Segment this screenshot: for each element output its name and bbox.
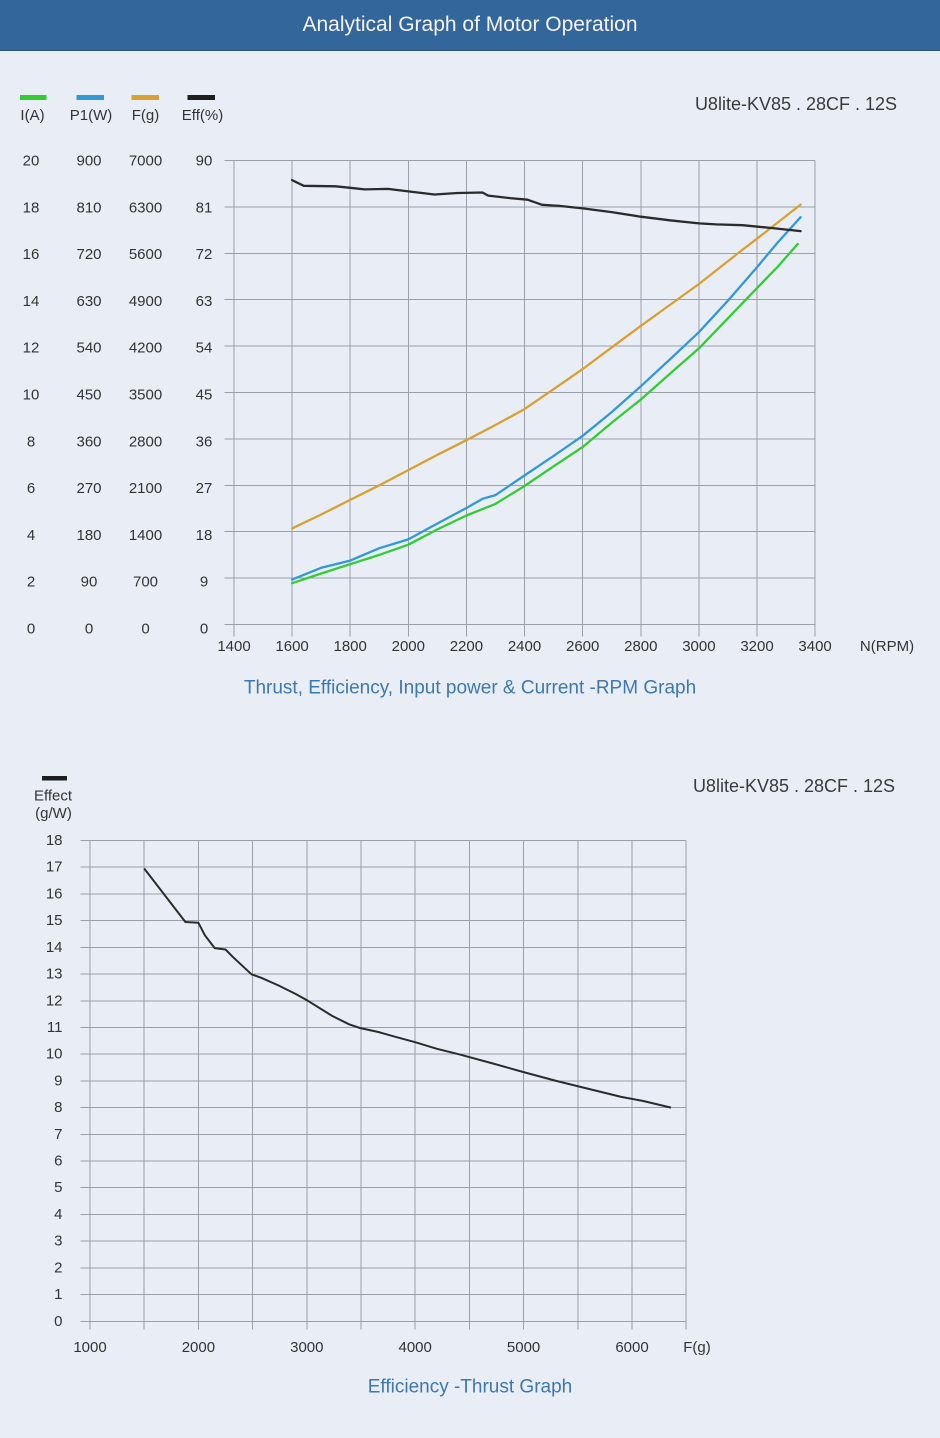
svg-text:1400: 1400 bbox=[129, 527, 162, 544]
svg-text:7: 7 bbox=[54, 1126, 62, 1143]
svg-text:450: 450 bbox=[76, 387, 101, 404]
svg-text:U8lite-KV85 . 28CF . 12S: U8lite-KV85 . 28CF . 12S bbox=[695, 94, 897, 114]
svg-text:P1(W): P1(W) bbox=[70, 107, 113, 124]
svg-text:45: 45 bbox=[196, 387, 213, 404]
svg-text:270: 270 bbox=[76, 480, 101, 497]
svg-text:27: 27 bbox=[196, 480, 213, 497]
svg-text:180: 180 bbox=[76, 527, 101, 544]
svg-text:8: 8 bbox=[54, 1099, 62, 1116]
svg-text:2400: 2400 bbox=[508, 638, 541, 655]
svg-text:2200: 2200 bbox=[450, 638, 483, 655]
svg-text:2600: 2600 bbox=[566, 638, 599, 655]
svg-text:1600: 1600 bbox=[275, 638, 308, 655]
svg-text:0: 0 bbox=[85, 621, 93, 638]
svg-text:F(g): F(g) bbox=[132, 107, 160, 124]
svg-text:2800: 2800 bbox=[624, 638, 657, 655]
svg-text:1000: 1000 bbox=[73, 1339, 106, 1356]
svg-text:3000: 3000 bbox=[290, 1339, 323, 1356]
svg-text:54: 54 bbox=[196, 340, 213, 357]
svg-text:360: 360 bbox=[76, 433, 101, 450]
svg-text:5: 5 bbox=[54, 1179, 62, 1196]
svg-text:0: 0 bbox=[200, 621, 208, 638]
svg-text:540: 540 bbox=[76, 340, 101, 357]
svg-text:2000: 2000 bbox=[182, 1339, 215, 1356]
svg-text:1: 1 bbox=[54, 1286, 62, 1303]
svg-text:10: 10 bbox=[46, 1046, 63, 1063]
svg-text:63: 63 bbox=[196, 293, 213, 310]
svg-text:4900: 4900 bbox=[129, 293, 162, 310]
svg-text:Efficiency -Thrust Graph: Efficiency -Thrust Graph bbox=[368, 1377, 573, 1398]
svg-text:3400: 3400 bbox=[798, 638, 831, 655]
svg-text:6: 6 bbox=[54, 1153, 62, 1170]
svg-text:90: 90 bbox=[81, 574, 98, 591]
svg-text:2: 2 bbox=[54, 1259, 62, 1276]
svg-text:16: 16 bbox=[46, 885, 63, 902]
svg-text:7000: 7000 bbox=[129, 153, 162, 170]
svg-text:17: 17 bbox=[46, 859, 63, 876]
svg-text:12: 12 bbox=[23, 340, 40, 357]
svg-text:720: 720 bbox=[76, 246, 101, 263]
svg-text:18: 18 bbox=[46, 832, 63, 849]
svg-text:14: 14 bbox=[46, 939, 63, 956]
svg-text:0: 0 bbox=[54, 1313, 62, 1330]
svg-text:10: 10 bbox=[23, 387, 40, 404]
svg-text:700: 700 bbox=[133, 574, 158, 591]
svg-text:11: 11 bbox=[47, 1019, 63, 1036]
svg-text:630: 630 bbox=[76, 293, 101, 310]
svg-text:9: 9 bbox=[200, 574, 208, 591]
svg-text:I(A): I(A) bbox=[20, 107, 44, 124]
svg-text:U8lite-KV85 . 28CF . 12S: U8lite-KV85 . 28CF . 12S bbox=[693, 776, 895, 796]
svg-text:90: 90 bbox=[196, 153, 213, 170]
svg-text:0: 0 bbox=[141, 621, 149, 638]
svg-text:Eff(%): Eff(%) bbox=[182, 107, 223, 124]
svg-text:4: 4 bbox=[27, 527, 35, 544]
svg-text:(g/W): (g/W) bbox=[35, 805, 72, 822]
svg-text:810: 810 bbox=[76, 199, 101, 216]
svg-text:2800: 2800 bbox=[129, 433, 162, 450]
svg-text:5600: 5600 bbox=[129, 246, 162, 263]
svg-text:14: 14 bbox=[23, 293, 40, 310]
svg-text:9: 9 bbox=[54, 1072, 62, 1089]
svg-text:5000: 5000 bbox=[507, 1339, 540, 1356]
svg-text:6000: 6000 bbox=[615, 1339, 648, 1356]
svg-text:18: 18 bbox=[196, 527, 213, 544]
svg-text:16: 16 bbox=[23, 246, 40, 263]
svg-text:4: 4 bbox=[54, 1206, 62, 1223]
svg-text:1400: 1400 bbox=[217, 638, 250, 655]
svg-text:F(g): F(g) bbox=[683, 1339, 711, 1356]
svg-text:Effect: Effect bbox=[34, 788, 73, 805]
svg-text:2100: 2100 bbox=[129, 480, 162, 497]
svg-text:8: 8 bbox=[27, 433, 35, 450]
svg-text:4200: 4200 bbox=[129, 340, 162, 357]
svg-text:3000: 3000 bbox=[682, 638, 715, 655]
svg-text:900: 900 bbox=[76, 153, 101, 170]
svg-text:36: 36 bbox=[196, 433, 213, 450]
svg-text:15: 15 bbox=[46, 912, 63, 929]
svg-text:18: 18 bbox=[23, 199, 40, 216]
svg-text:Thrust, Efficiency, Input powe: Thrust, Efficiency, Input power & Curren… bbox=[244, 678, 696, 699]
svg-text:0: 0 bbox=[27, 621, 35, 638]
svg-text:N(RPM): N(RPM) bbox=[860, 638, 914, 655]
svg-text:72: 72 bbox=[196, 246, 213, 263]
svg-text:2000: 2000 bbox=[392, 638, 425, 655]
svg-text:1800: 1800 bbox=[334, 638, 367, 655]
svg-text:12: 12 bbox=[46, 992, 63, 1009]
svg-text:13: 13 bbox=[46, 966, 63, 983]
svg-text:4000: 4000 bbox=[399, 1339, 432, 1356]
svg-text:81: 81 bbox=[196, 199, 213, 216]
svg-text:6: 6 bbox=[27, 480, 35, 497]
svg-text:20: 20 bbox=[23, 153, 40, 170]
svg-text:3200: 3200 bbox=[740, 638, 773, 655]
svg-text:6300: 6300 bbox=[129, 199, 162, 216]
svg-text:3: 3 bbox=[54, 1233, 62, 1250]
svg-text:2: 2 bbox=[27, 574, 35, 591]
svg-text:3500: 3500 bbox=[129, 387, 162, 404]
